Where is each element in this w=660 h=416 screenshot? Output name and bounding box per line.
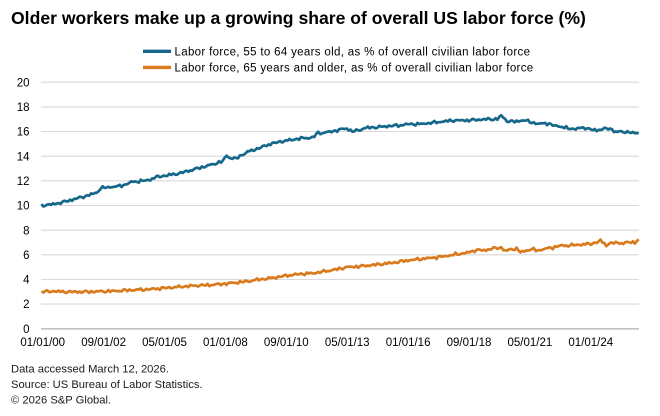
svg-text:Labor force, 65 years and olde: Labor force, 65 years and older, as % of… bbox=[175, 62, 534, 74]
svg-text:01/01/08: 01/01/08 bbox=[203, 337, 248, 349]
svg-text:Labor force, 55 to 64 years ol: Labor force, 55 to 64 years old, as % of… bbox=[175, 46, 531, 58]
svg-text:09/01/02: 09/01/02 bbox=[81, 337, 126, 349]
svg-text:18: 18 bbox=[17, 102, 30, 114]
svg-text:05/01/13: 05/01/13 bbox=[325, 337, 370, 349]
svg-text:05/01/21: 05/01/21 bbox=[508, 337, 553, 349]
svg-text:12: 12 bbox=[17, 176, 30, 188]
svg-text:20: 20 bbox=[17, 77, 30, 89]
svg-text:01/01/00: 01/01/00 bbox=[20, 337, 65, 349]
svg-text:2: 2 bbox=[23, 299, 29, 311]
svg-text:8: 8 bbox=[23, 225, 29, 237]
svg-text:05/01/05: 05/01/05 bbox=[142, 337, 187, 349]
svg-text:16: 16 bbox=[17, 127, 30, 139]
svg-text:Source: US Bureau of Labor Sta: Source: US Bureau of Labor Statistics. bbox=[11, 379, 203, 391]
svg-text:10: 10 bbox=[17, 201, 30, 213]
svg-text:01/01/16: 01/01/16 bbox=[386, 337, 431, 349]
svg-text:01/01/24: 01/01/24 bbox=[568, 337, 613, 349]
svg-text:Older workers make up a growin: Older workers make up a growing share of… bbox=[11, 8, 586, 28]
svg-text:Data accessed March 12, 2026.: Data accessed March 12, 2026. bbox=[11, 364, 169, 376]
svg-text:© 2026 S&P Global.: © 2026 S&P Global. bbox=[11, 395, 111, 407]
svg-text:4: 4 bbox=[23, 275, 30, 287]
svg-text:09/01/18: 09/01/18 bbox=[447, 337, 492, 349]
svg-text:6: 6 bbox=[23, 250, 29, 262]
svg-text:0: 0 bbox=[23, 324, 29, 336]
svg-text:14: 14 bbox=[17, 151, 30, 163]
svg-text:09/01/10: 09/01/10 bbox=[264, 337, 309, 349]
